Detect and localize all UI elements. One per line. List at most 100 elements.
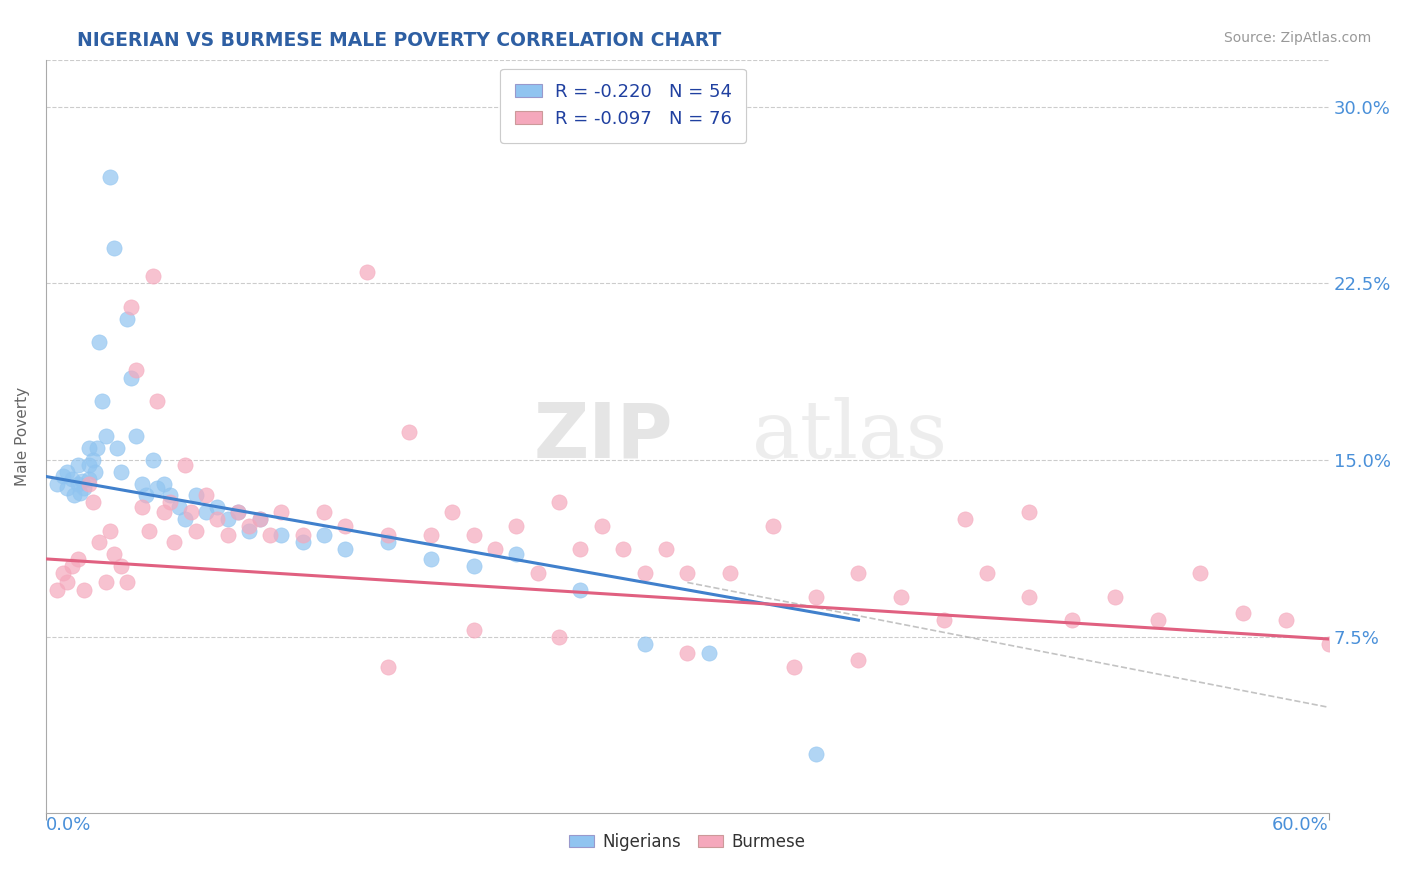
Point <box>270 528 292 542</box>
Point <box>463 528 485 542</box>
Point <box>152 476 174 491</box>
Point <box>259 528 281 542</box>
Point <box>180 505 202 519</box>
Point <box>115 311 138 326</box>
Point <box>548 630 571 644</box>
Point <box>67 458 90 472</box>
Point <box>1146 613 1168 627</box>
Point <box>955 512 977 526</box>
Point <box>77 441 100 455</box>
Point <box>419 552 441 566</box>
Point <box>270 505 292 519</box>
Point <box>159 488 181 502</box>
Point <box>89 335 111 350</box>
Point <box>195 505 218 519</box>
Point <box>205 512 228 526</box>
Point <box>1275 613 1298 627</box>
Point <box>676 566 699 580</box>
Point <box>335 519 357 533</box>
Point <box>335 542 357 557</box>
Point <box>174 512 197 526</box>
Point <box>138 524 160 538</box>
Text: ZIP: ZIP <box>533 400 673 474</box>
Text: atlas: atlas <box>752 398 946 475</box>
Point <box>463 559 485 574</box>
Point <box>526 566 548 580</box>
Point <box>184 488 207 502</box>
Point <box>804 747 827 762</box>
Point <box>77 472 100 486</box>
Point <box>69 486 91 500</box>
Point <box>848 653 870 667</box>
Point <box>77 476 100 491</box>
Point <box>103 547 125 561</box>
Point <box>52 566 75 580</box>
Text: 60.0%: 60.0% <box>1272 816 1329 834</box>
Point <box>612 542 634 557</box>
Point <box>238 524 260 538</box>
Point <box>377 660 399 674</box>
Point <box>60 472 83 486</box>
Point <box>90 394 112 409</box>
Point <box>633 566 655 580</box>
Point <box>56 465 79 479</box>
Point <box>228 505 250 519</box>
Point <box>131 500 153 515</box>
Point <box>77 458 100 472</box>
Point <box>718 566 741 580</box>
Point <box>463 623 485 637</box>
Point <box>125 363 148 377</box>
Text: 0.0%: 0.0% <box>46 816 91 834</box>
Point <box>1018 590 1040 604</box>
Point <box>73 481 96 495</box>
Point <box>356 264 378 278</box>
Point <box>1104 590 1126 604</box>
Point <box>146 481 169 495</box>
Point <box>56 481 79 495</box>
Point <box>121 300 143 314</box>
Point <box>633 637 655 651</box>
Point <box>505 547 527 561</box>
Point <box>377 535 399 549</box>
Point <box>1018 505 1040 519</box>
Point <box>105 441 128 455</box>
Point <box>184 524 207 538</box>
Point <box>142 269 165 284</box>
Point <box>45 476 67 491</box>
Point <box>72 474 94 488</box>
Point <box>377 528 399 542</box>
Point <box>159 495 181 509</box>
Point <box>82 453 104 467</box>
Point <box>783 660 806 674</box>
Y-axis label: Male Poverty: Male Poverty <box>15 387 30 486</box>
Point <box>110 465 132 479</box>
Point <box>89 535 111 549</box>
Point <box>655 542 678 557</box>
Point <box>73 582 96 597</box>
Point <box>86 441 108 455</box>
Point <box>932 613 955 627</box>
Point <box>82 495 104 509</box>
Point <box>890 590 912 604</box>
Point <box>217 512 239 526</box>
Point <box>146 394 169 409</box>
Point <box>125 429 148 443</box>
Point <box>419 528 441 542</box>
Text: Source: ZipAtlas.com: Source: ZipAtlas.com <box>1223 31 1371 45</box>
Point <box>142 453 165 467</box>
Point <box>98 170 121 185</box>
Point <box>291 535 314 549</box>
Point <box>676 646 699 660</box>
Point <box>52 469 75 483</box>
Point <box>45 582 67 597</box>
Point <box>217 528 239 542</box>
Point <box>163 535 186 549</box>
Point <box>94 429 117 443</box>
Point <box>135 488 157 502</box>
Point <box>103 241 125 255</box>
Point <box>762 519 785 533</box>
Point <box>484 542 506 557</box>
Point <box>804 590 827 604</box>
Point <box>195 488 218 502</box>
Point <box>84 465 107 479</box>
